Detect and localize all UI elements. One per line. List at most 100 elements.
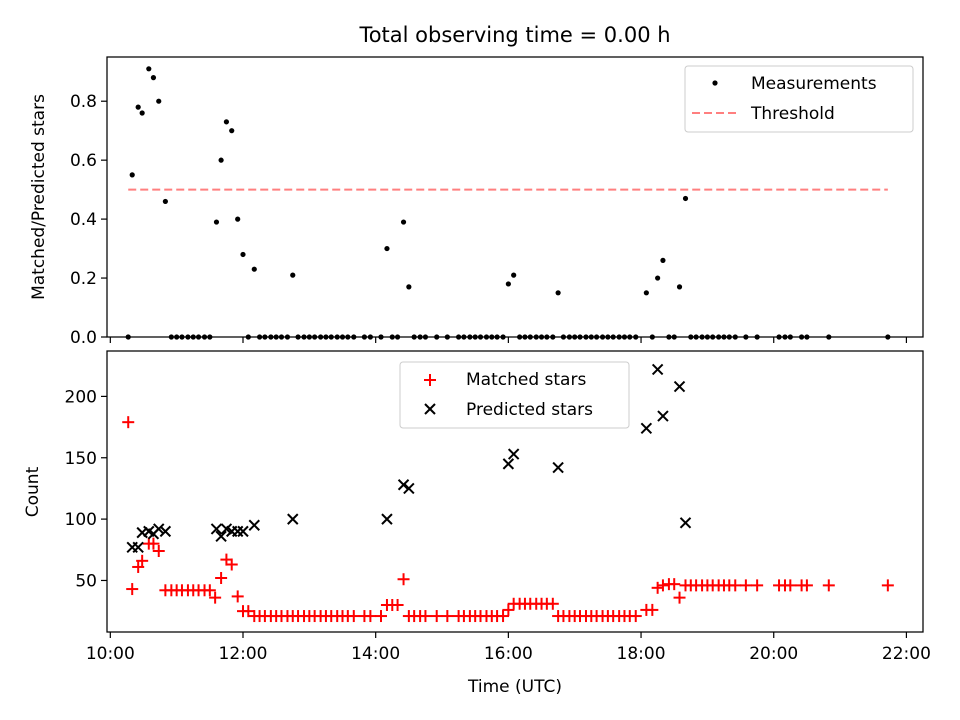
ratio-y-axis-label: Matched/Predicted stars bbox=[29, 94, 49, 300]
measurement-point bbox=[129, 172, 135, 178]
matched-star-point bbox=[651, 581, 664, 594]
matched-star-point bbox=[215, 572, 228, 585]
measurement-point bbox=[660, 257, 666, 263]
matched-star-point bbox=[822, 579, 835, 592]
matched-star-point bbox=[132, 560, 145, 573]
measurement-point bbox=[643, 290, 649, 296]
matched-star-point bbox=[231, 590, 244, 603]
legend-predicted-label: Predicted stars bbox=[466, 400, 593, 420]
matched-star-point bbox=[546, 597, 559, 610]
legend-measurements-marker bbox=[712, 80, 718, 86]
matched-star-point bbox=[430, 610, 443, 623]
matched-star-point bbox=[629, 610, 642, 623]
ratio-y-axis: 0.0 0.2 0.4 0.6 0.8 bbox=[70, 92, 107, 348]
predicted-star-point bbox=[132, 541, 144, 554]
ratio-y-tick-label: 0.8 bbox=[70, 92, 97, 112]
measurement-point bbox=[655, 275, 661, 281]
matched-star-point bbox=[203, 584, 216, 597]
count-legend-box bbox=[399, 361, 630, 429]
predicted-star-point bbox=[159, 525, 172, 538]
matched-star-point bbox=[673, 591, 686, 604]
count-x-tick-label: 10:00 bbox=[86, 644, 135, 664]
predicted-star-point bbox=[210, 523, 223, 535]
legend-measurements-label: Measurements bbox=[751, 74, 877, 94]
matched-star-point bbox=[441, 610, 454, 623]
figure-title: Total observing time = 0.00 h bbox=[358, 23, 670, 47]
measurement-point bbox=[139, 110, 145, 116]
count-y-axis-label: Count bbox=[23, 466, 43, 517]
ratio-x-axis bbox=[109, 337, 908, 343]
predicted-star-point bbox=[287, 513, 299, 525]
count-x-axis: 10:00 12:00 14:00 16:00 18:00 20:00 22:00 bbox=[86, 632, 931, 664]
matched-star-point bbox=[502, 603, 515, 616]
measurement-point bbox=[682, 195, 689, 202]
matched-star-point bbox=[656, 579, 669, 592]
matched-star-point bbox=[126, 583, 139, 596]
matched-star-point bbox=[391, 599, 404, 612]
matched-star-point bbox=[497, 610, 510, 623]
count-plot-frame bbox=[106, 350, 924, 633]
measurement-point bbox=[156, 98, 162, 104]
matched-star-point bbox=[225, 558, 238, 571]
matched-star-point bbox=[397, 573, 410, 586]
predicted-star-point bbox=[237, 525, 249, 538]
measurement-point bbox=[384, 245, 390, 252]
ratio-legend: Measurements Threshold bbox=[684, 65, 914, 133]
measurement-point bbox=[676, 284, 683, 290]
legend-threshold-label: Threshold bbox=[750, 104, 835, 124]
matched-star-point bbox=[800, 579, 813, 592]
measurement-point bbox=[135, 104, 141, 110]
measurement-point bbox=[240, 251, 246, 258]
legend-matched-label: Matched stars bbox=[466, 370, 586, 390]
ratio-y-tick-label: 0.2 bbox=[70, 269, 97, 289]
measurement-point bbox=[290, 272, 296, 278]
predicted-star-point bbox=[657, 410, 669, 422]
measurement-point bbox=[251, 266, 257, 272]
count-x-tick-label: 20:00 bbox=[749, 644, 798, 664]
matched-star-point bbox=[739, 579, 752, 592]
count-x-tick-label: 14:00 bbox=[351, 644, 400, 664]
count-x-tick-label: 16:00 bbox=[484, 644, 533, 664]
matched-star-point bbox=[729, 579, 742, 592]
matched-star-point bbox=[209, 591, 222, 604]
ratio-y-tick-label: 0.0 bbox=[70, 328, 97, 348]
predicted-star-point bbox=[397, 479, 410, 491]
predicted-star-point bbox=[679, 517, 692, 529]
measurement-point bbox=[223, 119, 230, 125]
measurement-point bbox=[229, 128, 235, 134]
predicted-star-point bbox=[403, 482, 415, 495]
matched-star-point bbox=[419, 610, 432, 623]
measurement-point bbox=[400, 219, 407, 225]
predicted-star-point bbox=[651, 363, 664, 376]
measurement-point bbox=[235, 216, 241, 222]
x-axis-label: Time (UTC) bbox=[467, 677, 562, 697]
count-y-tick-label: 50 bbox=[75, 571, 97, 591]
predicted-star-point bbox=[552, 461, 564, 474]
predicted-star-point bbox=[215, 530, 227, 542]
matched-star-point bbox=[751, 579, 764, 592]
measurement-point bbox=[505, 281, 511, 287]
count-x-tick-label: 12:00 bbox=[219, 644, 268, 664]
legend-predicted-marker bbox=[424, 403, 436, 415]
measurement-point bbox=[406, 284, 412, 290]
matched-star-point bbox=[646, 603, 659, 616]
matched-star-point bbox=[784, 579, 797, 592]
count-y-tick-label: 200 bbox=[65, 387, 97, 407]
measurement-point bbox=[555, 290, 561, 296]
matched-star-point bbox=[374, 610, 387, 623]
ratio-y-tick-label: 0.4 bbox=[70, 210, 97, 230]
count-y-tick-label: 100 bbox=[65, 510, 97, 530]
ratio-y-tick-label: 0.6 bbox=[70, 151, 97, 171]
measurement-point bbox=[162, 198, 168, 205]
predicted-star-point bbox=[507, 448, 520, 460]
predicted-star-point bbox=[248, 519, 260, 531]
count-x-tick-label: 22:00 bbox=[882, 644, 931, 664]
predicted-star-point bbox=[673, 380, 686, 393]
matched-star-point bbox=[364, 610, 377, 623]
count-legend: Matched stars Predicted stars bbox=[399, 361, 630, 429]
matched-star-point bbox=[152, 545, 165, 558]
matched-star-point bbox=[347, 610, 360, 623]
measurement-point bbox=[150, 75, 157, 81]
count-panel: 50 100 150 200 10:00 12:00 14:00 16:00 18:00 20:… bbox=[23, 350, 931, 697]
